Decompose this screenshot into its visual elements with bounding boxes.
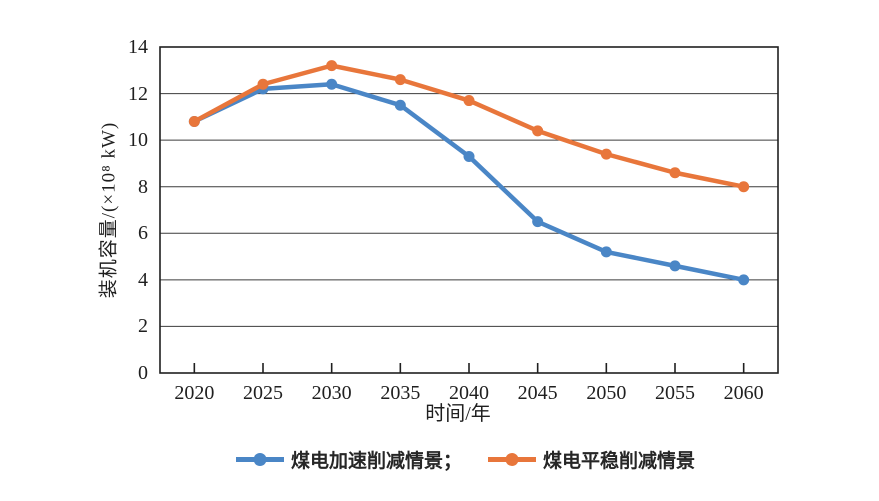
data-point-marker: [463, 150, 475, 162]
legend-label-accelerated-reduction: 煤电加速削减情景；: [290, 451, 462, 472]
y-tick-label: 14: [128, 36, 148, 58]
series-line: [192, 82, 746, 283]
data-point-marker: [600, 246, 612, 258]
x-tick-label: 2040: [449, 382, 489, 404]
x-tick-label: 2035: [380, 382, 421, 404]
y-axis-title: 装机容量/(×10⁸ kW): [98, 121, 120, 299]
data-point-marker: [738, 181, 750, 193]
x-tick-label: 2025: [243, 382, 283, 404]
y-tick-label: 4: [138, 268, 148, 291]
y-tick-label: 8: [138, 175, 148, 198]
legend-item-steady-reduction: 煤电平稳削减情景: [486, 446, 695, 473]
x-tick-label: 2045: [517, 382, 558, 404]
legend-item-accelerated-reduction: 煤电加速削减情景；: [234, 446, 462, 473]
data-point-marker: [532, 216, 544, 228]
data-point-marker: [600, 148, 612, 160]
data-point-marker: [669, 260, 681, 272]
y-tick-label: 6: [138, 222, 148, 245]
data-point-marker: [326, 60, 338, 72]
legend-line-marker-icon: [235, 453, 284, 466]
data-point-marker: [394, 74, 406, 86]
x-tick-label: 2060: [723, 382, 764, 404]
x-axis-title: 时间/年: [425, 403, 491, 425]
data-point-marker: [257, 78, 269, 90]
x-tick-label: 2030: [311, 382, 352, 404]
x-tick-label: 2020: [174, 382, 215, 404]
legend: 煤电加速削减情景； 煤电平稳削减情景: [25, 446, 879, 473]
data-point-marker: [326, 78, 338, 90]
data-point-marker: [738, 274, 750, 286]
data-point-marker: [669, 167, 681, 179]
x-tick-label: 2055: [655, 382, 695, 404]
data-point-marker: [188, 116, 200, 128]
y-tick-label: 10: [128, 129, 148, 152]
data-point-marker: [463, 95, 475, 107]
y-tick-label: 0: [138, 362, 148, 384]
data-point-marker: [532, 125, 544, 137]
legend-line-marker-icon: [488, 453, 536, 466]
series-line: [192, 63, 746, 189]
data-point-marker: [394, 99, 406, 111]
y-tick-label: 2: [138, 315, 148, 338]
legend-label-steady-reduction: 煤电平稳削减情景: [543, 451, 696, 472]
x-tick-label: 2050: [586, 382, 627, 404]
y-tick-label: 12: [128, 82, 148, 105]
